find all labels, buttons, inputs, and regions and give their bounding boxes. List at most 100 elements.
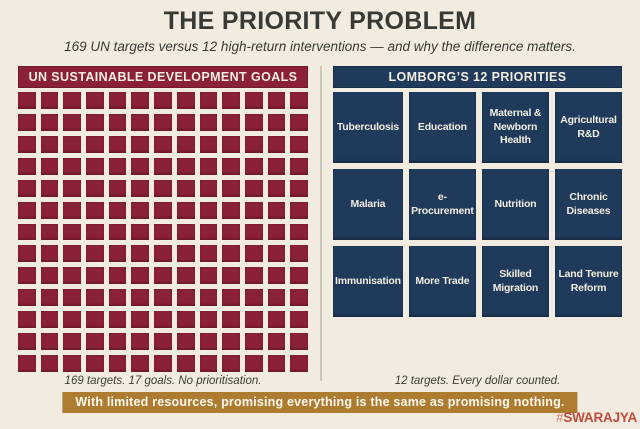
sdg-target-square bbox=[63, 333, 82, 351]
sdg-target-square bbox=[244, 245, 263, 263]
sdg-target-square bbox=[267, 135, 286, 153]
sdg-target-square bbox=[176, 333, 195, 351]
sdg-waffle-grid bbox=[18, 92, 308, 372]
sdg-target-square bbox=[267, 355, 286, 372]
sdg-target-square bbox=[199, 289, 218, 307]
sdg-target-square bbox=[267, 113, 286, 131]
sdg-target-square bbox=[40, 179, 59, 197]
sdg-target-square bbox=[222, 135, 240, 153]
page-title: THE PRIORITY PROBLEM bbox=[163, 7, 477, 35]
sdg-target-square bbox=[63, 179, 82, 197]
sdg-target-square bbox=[176, 245, 195, 263]
priority-tile: More Trade bbox=[408, 246, 476, 317]
priority-tile: Education bbox=[408, 92, 476, 163]
sdg-target-square bbox=[86, 113, 104, 131]
sdg-target-square bbox=[18, 92, 36, 109]
sdg-target-square bbox=[154, 157, 172, 175]
sdg-target-square bbox=[244, 201, 263, 219]
sdg-target-square bbox=[18, 179, 36, 197]
sdg-target-square bbox=[108, 245, 127, 263]
sdg-target-square bbox=[131, 223, 150, 241]
sdg-target-square bbox=[86, 179, 104, 197]
sdg-target-square bbox=[290, 289, 308, 307]
sdg-target-square bbox=[63, 289, 82, 307]
sdg-target-square bbox=[18, 201, 36, 219]
sdg-target-square bbox=[267, 267, 286, 285]
sdg-target-square bbox=[244, 179, 263, 197]
panel-divider bbox=[320, 66, 322, 381]
sdg-target-square bbox=[222, 223, 240, 241]
sdg-target-square bbox=[244, 311, 263, 329]
priority-tile: Chronic Diseases bbox=[554, 169, 622, 240]
sdg-target-square bbox=[18, 355, 36, 372]
sdg-target-square bbox=[40, 92, 59, 109]
sdg-target-square bbox=[244, 333, 263, 351]
sdg-target-square bbox=[199, 179, 218, 197]
sdg-target-square bbox=[290, 135, 308, 153]
sdg-target-square bbox=[108, 223, 127, 241]
sdg-target-square bbox=[267, 311, 286, 329]
sdg-target-square bbox=[176, 311, 195, 329]
sdg-target-square bbox=[290, 179, 308, 197]
sdg-target-square bbox=[63, 157, 82, 175]
sdg-target-square bbox=[40, 113, 59, 131]
sdg-target-square bbox=[18, 311, 36, 329]
sdg-target-square bbox=[199, 157, 218, 175]
sdg-target-square bbox=[244, 355, 263, 372]
sdg-target-square bbox=[222, 311, 240, 329]
sdg-target-square bbox=[108, 92, 127, 109]
sdg-target-square bbox=[18, 289, 36, 307]
sdg-target-square bbox=[154, 355, 172, 372]
sdg-caption: 169 targets. 17 goals. No prioritisation… bbox=[64, 375, 262, 387]
sdg-target-square bbox=[108, 289, 127, 307]
sdg-target-square bbox=[131, 289, 150, 307]
sdg-target-square bbox=[40, 267, 59, 285]
bottom-banner: With limited resources, promising everyt… bbox=[62, 392, 578, 413]
sdg-target-square bbox=[108, 267, 127, 285]
sdg-target-square bbox=[176, 135, 195, 153]
sdg-target-square bbox=[131, 92, 150, 109]
sdg-target-square bbox=[108, 311, 127, 329]
sdg-target-square bbox=[222, 157, 240, 175]
priority-tile: Tuberculosis bbox=[333, 92, 403, 163]
sdg-target-square bbox=[131, 201, 150, 219]
sdg-target-square bbox=[18, 333, 36, 351]
sdg-target-square bbox=[154, 179, 172, 197]
sdg-target-square bbox=[244, 157, 263, 175]
sdg-target-square bbox=[267, 157, 286, 175]
sdg-target-square bbox=[290, 223, 308, 241]
sdg-target-square bbox=[154, 289, 172, 307]
sdg-target-square bbox=[199, 92, 218, 109]
sdg-target-square bbox=[199, 333, 218, 351]
priority-tile: Malaria bbox=[333, 169, 403, 240]
sdg-target-square bbox=[267, 179, 286, 197]
sdg-target-square bbox=[86, 135, 104, 153]
sdg-target-square bbox=[222, 355, 240, 372]
sdg-target-square bbox=[290, 267, 308, 285]
sdg-target-square bbox=[290, 201, 308, 219]
sdg-target-square bbox=[154, 92, 172, 109]
sdg-target-square bbox=[222, 267, 240, 285]
sdg-target-square bbox=[86, 201, 104, 219]
sdg-target-square bbox=[176, 157, 195, 175]
swarajya-name: SWARAJYA bbox=[563, 410, 637, 425]
swarajya-logo: #SWARAJYA bbox=[556, 410, 637, 425]
sdg-target-square bbox=[199, 223, 218, 241]
sdg-target-square bbox=[108, 135, 127, 153]
sdg-target-square bbox=[154, 135, 172, 153]
sdg-target-square bbox=[108, 333, 127, 351]
sdg-target-square bbox=[131, 113, 150, 131]
sdg-target-square bbox=[176, 223, 195, 241]
sdg-target-square bbox=[63, 92, 82, 109]
sdg-target-square bbox=[244, 289, 263, 307]
sdg-target-square bbox=[63, 267, 82, 285]
priorities-caption: 12 targets. Every dollar counted. bbox=[394, 375, 561, 387]
sdg-target-square bbox=[108, 355, 127, 372]
sdg-target-square bbox=[222, 245, 240, 263]
sdg-target-square bbox=[222, 333, 240, 351]
priority-tile: Agricultural R&D bbox=[554, 92, 622, 163]
sdg-target-square bbox=[176, 179, 195, 197]
sdg-target-square bbox=[199, 201, 218, 219]
sdg-target-square bbox=[40, 135, 59, 153]
